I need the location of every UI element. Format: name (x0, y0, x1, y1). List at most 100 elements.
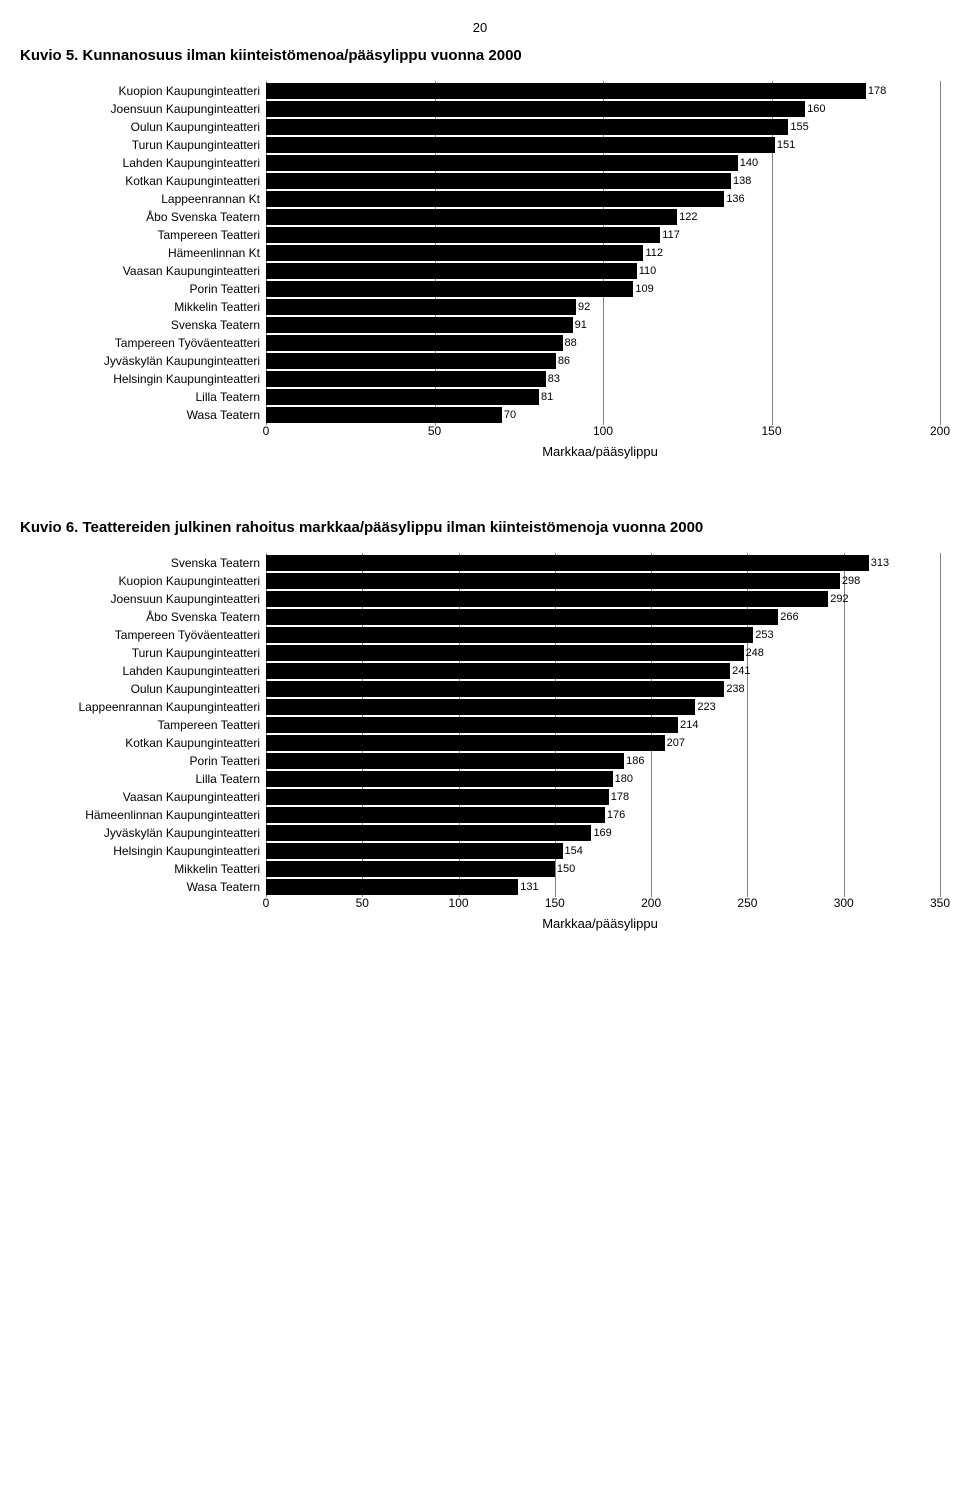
value-label: 136 (724, 190, 744, 208)
bar (266, 879, 518, 895)
value-label: 151 (775, 136, 795, 154)
axis-tick: 100 (449, 896, 469, 910)
chart-row: Lappeenrannan Kaupunginteatteri 223 (20, 698, 940, 716)
value-label: 313 (869, 554, 889, 572)
category-label: Vaasan Kaupunginteatteri (20, 788, 266, 806)
bar (266, 263, 637, 279)
category-label: Wasa Teatern (20, 878, 266, 896)
category-label: Lilla Teatern (20, 388, 266, 406)
value-label: 169 (591, 824, 611, 842)
axis-row: 050100150200250300350 (20, 896, 940, 914)
chart-row: Jyväskylän Kaupunginteatteri 169 (20, 824, 940, 842)
chart-row: Mikkelin Teatteri 92 (20, 298, 940, 316)
value-label: 160 (805, 100, 825, 118)
bar (266, 645, 744, 661)
category-label: Oulun Kaupunginteatteri (20, 118, 266, 136)
value-label: 91 (573, 316, 587, 334)
bar (266, 173, 731, 189)
category-label: Tampereen Työväenteatteri (20, 334, 266, 352)
axis-tick: 150 (761, 424, 781, 438)
chart-row: Kotkan Kaupunginteatteri 207 (20, 734, 940, 752)
category-label: Joensuun Kaupunginteatteri (20, 590, 266, 608)
chart-row: Porin Teatteri 109 (20, 280, 940, 298)
value-label: 117 (660, 226, 680, 244)
chart-row: Wasa Teatern 70 (20, 406, 940, 424)
bar (266, 789, 609, 805)
chart-row: Lappeenrannan Kt 136 (20, 190, 940, 208)
category-label: Joensuun Kaupunginteatteri (20, 100, 266, 118)
value-label: 150 (555, 860, 575, 878)
value-label: 180 (613, 770, 633, 788)
category-label: Lahden Kaupunginteatteri (20, 154, 266, 172)
value-label: 138 (731, 172, 751, 190)
chart-2: Kuvio 6. Teattereiden julkinen rahoitus … (20, 519, 940, 931)
chart-row: Lilla Teatern 180 (20, 770, 940, 788)
chart-row: Hämeenlinnan Kaupunginteatteri 176 (20, 806, 940, 824)
axis-tick: 300 (834, 896, 854, 910)
chart-row: Lahden Kaupunginteatteri 241 (20, 662, 940, 680)
value-label: 110 (637, 262, 657, 280)
value-label: 154 (563, 842, 583, 860)
chart-row: Kuopion Kaupunginteatteri 178 (20, 82, 940, 100)
category-label: Kuopion Kaupunginteatteri (20, 572, 266, 590)
chart-row: Turun Kaupunginteatteri 248 (20, 644, 940, 662)
axis-row: 050100150200 (20, 424, 940, 442)
bar-chart-table: Kuopion Kaupunginteatteri 178 Joensuun K… (20, 82, 940, 442)
chart-title: Kuvio 5. Kunnanosuus ilman kiinteistömen… (20, 47, 940, 64)
chart-row: Tampereen Työväenteatteri 253 (20, 626, 940, 644)
value-label: 92 (576, 298, 590, 316)
value-label: 248 (744, 644, 764, 662)
category-label: Turun Kaupunginteatteri (20, 136, 266, 154)
category-label: Lappeenrannan Kt (20, 190, 266, 208)
chart-row: Tampereen Teatteri 117 (20, 226, 940, 244)
bar-chart-table: Svenska Teatern 313 Kuopion Kaupungintea… (20, 554, 940, 914)
axis-tick: 350 (930, 896, 950, 910)
category-label: Hämeenlinnan Kt (20, 244, 266, 262)
value-label: 112 (643, 244, 663, 262)
category-label: Helsingin Kaupunginteatteri (20, 370, 266, 388)
chart-row: Tampereen Teatteri 214 (20, 716, 940, 734)
chart-row: Turun Kaupunginteatteri 151 (20, 136, 940, 154)
value-label: 253 (753, 626, 773, 644)
category-label: Lahden Kaupunginteatteri (20, 662, 266, 680)
bar (266, 101, 805, 117)
chart-row: Vaasan Kaupunginteatteri 178 (20, 788, 940, 806)
category-label: Jyväskylän Kaupunginteatteri (20, 352, 266, 370)
category-label: Tampereen Työväenteatteri (20, 626, 266, 644)
chart-row: Oulun Kaupunginteatteri 155 (20, 118, 940, 136)
chart-row: Lahden Kaupunginteatteri 140 (20, 154, 940, 172)
chart-1: Kuvio 5. Kunnanosuus ilman kiinteistömen… (20, 47, 940, 459)
chart-row: Porin Teatteri 186 (20, 752, 940, 770)
bar (266, 389, 539, 405)
bar (266, 317, 573, 333)
value-label: 83 (546, 370, 560, 388)
value-label: 122 (677, 208, 697, 226)
bar (266, 627, 753, 643)
bar (266, 119, 788, 135)
chart-row: Vaasan Kaupunginteatteri 110 (20, 262, 940, 280)
axis-tick: 200 (641, 896, 661, 910)
chart-row: Mikkelin Teatteri 150 (20, 860, 940, 878)
bar (266, 83, 866, 99)
chart-row: Helsingin Kaupunginteatteri 154 (20, 842, 940, 860)
category-label: Wasa Teatern (20, 406, 266, 424)
axis-tick: 0 (263, 424, 270, 438)
bar (266, 353, 556, 369)
value-label: 155 (788, 118, 808, 136)
chart-row: Svenska Teatern 313 (20, 554, 940, 572)
value-label: 88 (563, 334, 577, 352)
axis-tick: 200 (930, 424, 950, 438)
value-label: 298 (840, 572, 860, 590)
chart-row: Åbo Svenska Teatern 122 (20, 208, 940, 226)
chart-row: Kotkan Kaupunginteatteri 138 (20, 172, 940, 190)
category-label: Hämeenlinnan Kaupunginteatteri (20, 806, 266, 824)
chart-row: Tampereen Työväenteatteri 88 (20, 334, 940, 352)
value-label: 238 (724, 680, 744, 698)
bar (266, 555, 869, 571)
chart-row: Helsingin Kaupunginteatteri 83 (20, 370, 940, 388)
bar (266, 155, 738, 171)
bar (266, 191, 724, 207)
axis-tick: 150 (545, 896, 565, 910)
bar (266, 335, 563, 351)
value-label: 241 (730, 662, 750, 680)
